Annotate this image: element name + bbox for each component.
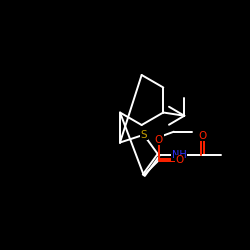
Text: O: O (198, 131, 207, 141)
Text: O: O (175, 155, 184, 165)
Text: NH: NH (172, 150, 186, 160)
Text: O: O (155, 135, 163, 145)
Text: S: S (140, 130, 147, 140)
